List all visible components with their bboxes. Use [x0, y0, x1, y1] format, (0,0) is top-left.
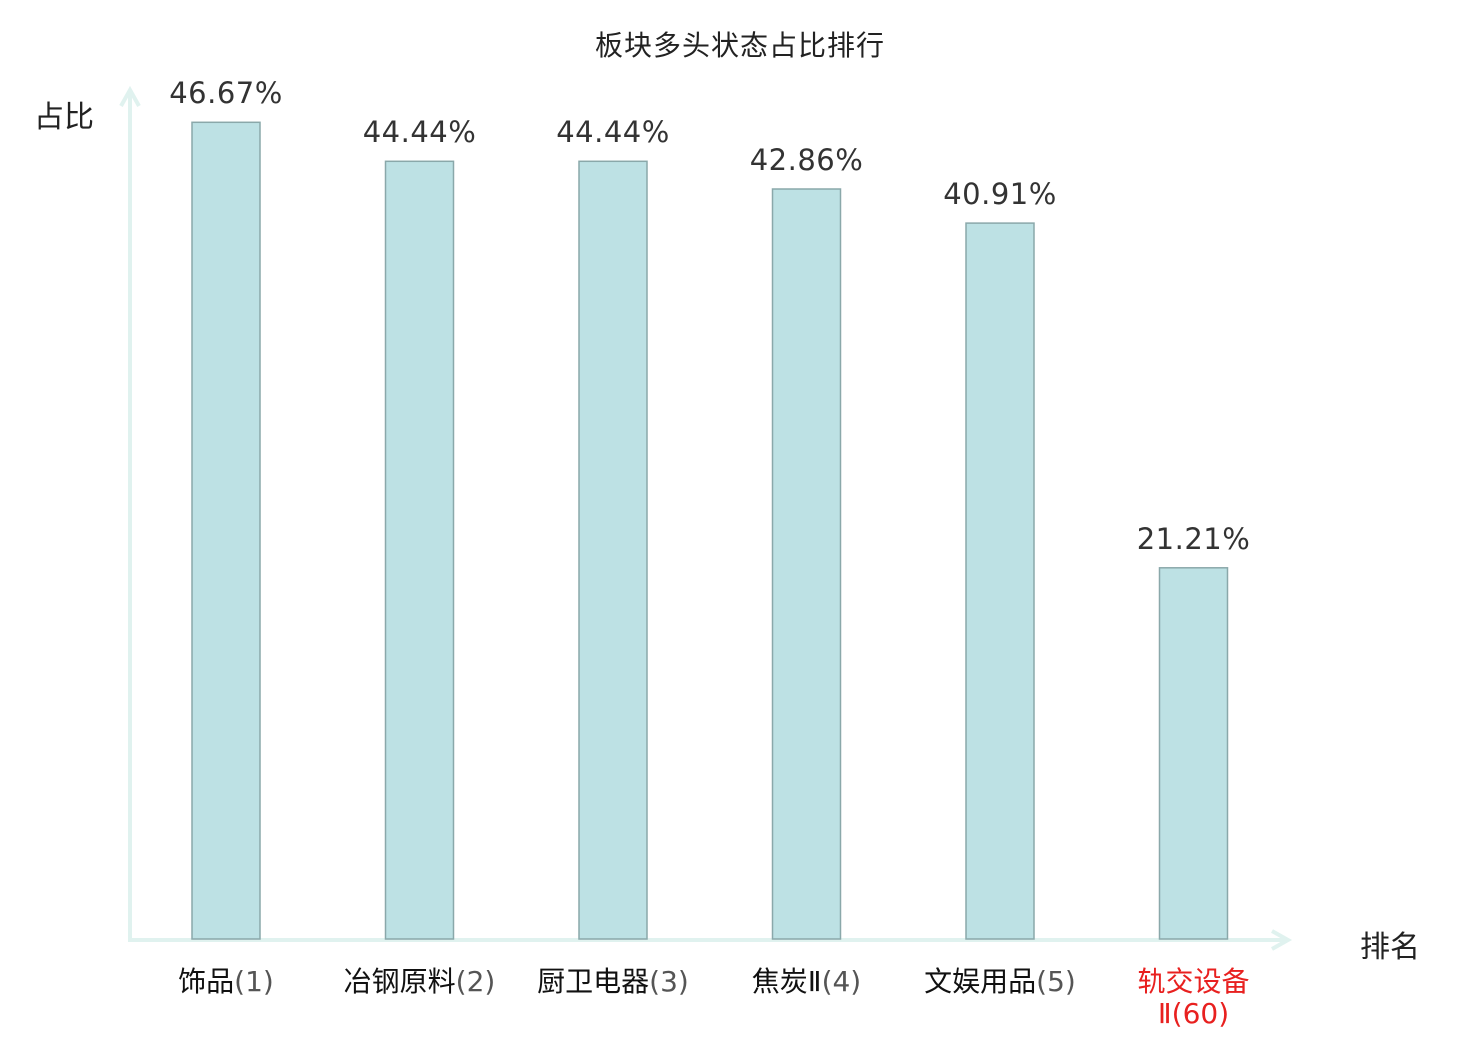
category-name: 文娱用品: [924, 965, 1037, 998]
data-label: 42.86%: [749, 142, 864, 177]
x-axis-label: 排名: [1360, 930, 1420, 965]
category-name: 轨交设备: [1137, 965, 1250, 998]
x-tick-label: 饰品(1): [126, 966, 326, 998]
x-axis-arrow: [1271, 929, 1293, 951]
data-label: 44.44%: [556, 115, 670, 150]
category-name: 饰品: [178, 965, 235, 998]
data-label: 46.67%: [169, 76, 283, 111]
x-tick-label: 冶钢原料(2): [320, 966, 520, 998]
x-tick-label: 文娱用品(5): [900, 966, 1100, 998]
data-label: 40.91%: [943, 177, 1057, 212]
category-rank: (1): [234, 965, 274, 998]
bar: [384, 160, 455, 940]
category-rank: (2): [455, 965, 496, 998]
chart-title: 板块多头状态占比排行: [594, 29, 885, 62]
bar: [578, 160, 648, 940]
data-label: 21.21%: [1136, 521, 1251, 556]
category-name: 厨卫电器: [537, 965, 650, 998]
y-axis-arrow: [119, 85, 141, 107]
category-name: 焦炭Ⅱ: [751, 965, 822, 998]
data-label: 44.44%: [362, 115, 477, 150]
category-rank: (3): [649, 965, 689, 998]
category-name: 冶钢原料: [343, 965, 456, 998]
x-tick-label: 轨交设备 Ⅱ(60): [1094, 966, 1294, 1030]
y-axis-label: 占比: [34, 100, 94, 135]
bar: [965, 222, 1035, 940]
bar: [191, 121, 261, 940]
axes: [119, 85, 1293, 951]
x-tick-label: 焦炭Ⅱ(4): [707, 966, 907, 998]
x-tick-label: 厨卫电器(3): [513, 966, 713, 998]
bar: [771, 188, 842, 940]
category-rank: Ⅱ(60): [1157, 997, 1230, 1030]
bars-group: [191, 121, 1229, 940]
category-rank: (5): [1036, 965, 1076, 998]
category-rank: (4): [821, 965, 862, 998]
bar: [1158, 567, 1229, 940]
